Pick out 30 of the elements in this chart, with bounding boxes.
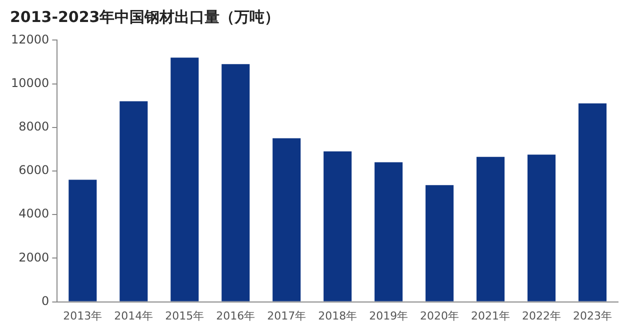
x-tick-label: 2022年	[522, 309, 562, 322]
x-tick-label: 2019年	[369, 309, 408, 322]
bar	[324, 151, 352, 302]
chart-title: 2013-2023年中国钢材出口量（万吨）	[10, 8, 281, 28]
bar	[578, 103, 607, 302]
bar	[426, 185, 454, 302]
x-tick-label: 2023年	[573, 309, 612, 322]
bar	[120, 101, 148, 302]
x-tick-label: 2014年	[114, 309, 154, 322]
y-tick-label: 2000	[18, 250, 50, 264]
y-tick-label: 0	[42, 294, 50, 308]
x-tick-label: 2016年	[216, 309, 256, 322]
y-tick-label: 10000	[10, 76, 50, 90]
bar	[68, 180, 97, 302]
y-tick-label: 6000	[18, 163, 50, 178]
bar	[476, 156, 505, 302]
y-tick-label: 8000	[18, 120, 50, 134]
x-tick-label: 2015年	[165, 309, 204, 322]
x-tick-label: 2013年	[63, 309, 102, 322]
bar	[374, 162, 403, 302]
y-tick-label: 12000	[10, 32, 50, 46]
x-tick-label: 2017年	[267, 309, 306, 322]
x-tick-label: 2021年	[471, 309, 510, 322]
bar	[222, 64, 250, 302]
bar	[170, 58, 199, 302]
y-tick-label: 4000	[18, 206, 50, 221]
x-tick-label: 2020年	[420, 309, 460, 322]
x-tick-label: 2018年	[318, 309, 358, 322]
bar	[528, 154, 556, 302]
bar	[272, 138, 301, 302]
